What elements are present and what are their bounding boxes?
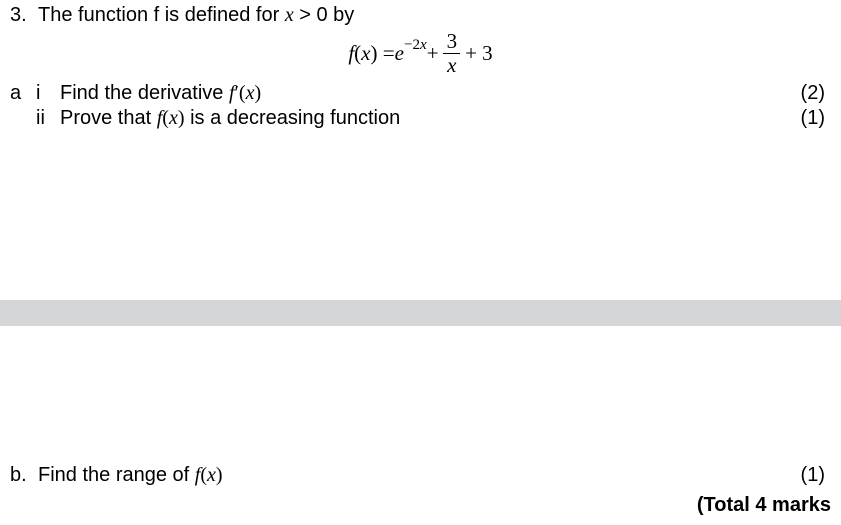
b-before: Find the range of xyxy=(38,464,195,486)
a-ii-marks: (1) xyxy=(771,107,831,130)
question-number: 3. xyxy=(10,4,38,27)
part-b-row: b. Find the range of f(x) (1) xyxy=(10,464,831,487)
formula-close-eq: ) = xyxy=(371,41,395,66)
formula-exp: −2x xyxy=(404,37,427,54)
intro-op: > 0 by xyxy=(294,4,355,26)
a-ii-open: ( xyxy=(162,107,169,129)
part-a-i-text: Find the derivative f′(x) xyxy=(60,82,771,105)
b-marks: (1) xyxy=(771,464,831,487)
a-ii-after: is a decreasing function xyxy=(185,107,401,129)
part-b-block: b. Find the range of f(x) (1) xyxy=(10,464,831,489)
part-a-ii-text: Prove that f(x) is a decreasing function xyxy=(60,107,771,130)
question-intro-row: 3. The function f is defined for x > 0 b… xyxy=(10,4,831,27)
formula-row: f(x) = e−2x + 3x + 3 xyxy=(10,31,831,76)
part-a-ii-label: ii xyxy=(36,107,60,130)
formula-exp-x: x xyxy=(420,37,427,53)
formula-x: x xyxy=(361,41,370,66)
part-a-label: a xyxy=(10,82,36,105)
part-b-text: Find the range of f(x) xyxy=(38,464,771,487)
formula-frac: 3x xyxy=(443,31,462,76)
part-a-i-row: a i Find the derivative f′(x) (2) xyxy=(10,82,831,105)
a-ii-before: Prove that xyxy=(60,107,157,129)
part-a-ii-row: ii Prove that f(x) is a decreasing funct… xyxy=(10,107,831,130)
question-block: 3. The function f is defined for x > 0 b… xyxy=(0,0,841,130)
a-i-marks: (2) xyxy=(771,82,831,105)
formula: f(x) = e−2x + 3x + 3 xyxy=(348,31,492,76)
frac-den: x xyxy=(443,53,460,76)
a-i-before: Find the derivative xyxy=(60,82,229,104)
a-ii-x: x xyxy=(169,107,178,129)
b-close: ) xyxy=(216,464,223,486)
a-i-open: ( xyxy=(239,82,246,104)
intro-var: x xyxy=(285,4,294,26)
total-row: (Total 4 marks xyxy=(10,494,831,517)
formula-exp-m2: −2 xyxy=(404,37,420,53)
intro-text: The function f is defined for xyxy=(38,4,285,26)
separator-bar xyxy=(0,300,841,326)
formula-e: e xyxy=(395,41,404,66)
formula-plus2: + 3 xyxy=(465,41,493,66)
b-open: ( xyxy=(200,464,207,486)
a-ii-close: ) xyxy=(178,107,185,129)
part-b-label: b. xyxy=(10,464,38,487)
part-a-i-label: i xyxy=(36,82,60,105)
question-intro: The function f is defined for x > 0 by xyxy=(38,4,771,27)
frac-num: 3 xyxy=(443,31,462,53)
total-marks: (Total 4 marks xyxy=(10,494,831,517)
formula-plus1: + xyxy=(427,41,439,66)
b-x: x xyxy=(207,464,216,486)
a-i-close: ) xyxy=(254,82,261,104)
